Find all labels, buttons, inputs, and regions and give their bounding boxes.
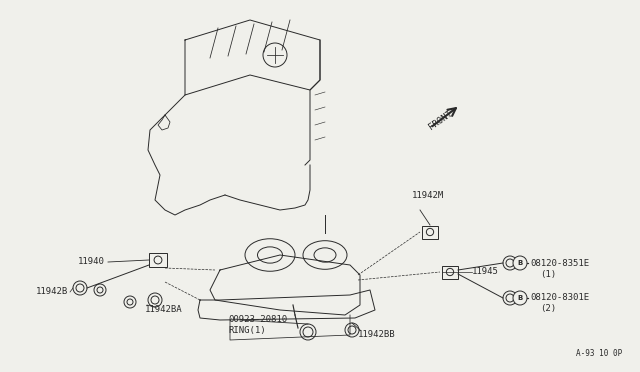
Bar — [149, 253, 167, 267]
Circle shape — [513, 256, 527, 270]
Bar — [442, 266, 458, 279]
Circle shape — [513, 291, 527, 305]
Text: 08120-8351E: 08120-8351E — [530, 259, 589, 267]
Text: 00923-20810: 00923-20810 — [228, 315, 287, 324]
Text: (1): (1) — [540, 269, 556, 279]
Text: 11940: 11940 — [78, 257, 105, 266]
Text: 11942BB: 11942BB — [358, 330, 396, 339]
Text: 11942M: 11942M — [412, 191, 444, 200]
Text: 11945: 11945 — [472, 267, 499, 276]
Text: B: B — [517, 295, 523, 301]
Text: 11942B: 11942B — [36, 288, 68, 296]
Text: FRONT: FRONT — [428, 109, 454, 132]
Text: (2): (2) — [540, 305, 556, 314]
Bar — [422, 225, 438, 238]
Text: 11942BA: 11942BA — [145, 305, 182, 314]
Text: A-93 10 0P: A-93 10 0P — [576, 349, 622, 358]
Text: RING(1): RING(1) — [228, 326, 266, 335]
Text: B: B — [517, 260, 523, 266]
Text: 08120-8301E: 08120-8301E — [530, 294, 589, 302]
